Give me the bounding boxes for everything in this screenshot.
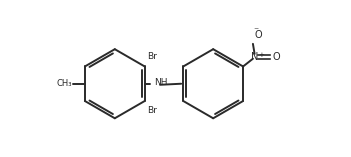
Text: Br: Br	[147, 52, 157, 61]
Text: O: O	[254, 30, 262, 40]
Text: CH₃: CH₃	[57, 79, 72, 88]
Text: N: N	[251, 52, 258, 62]
Text: Br: Br	[147, 106, 157, 115]
Text: +: +	[258, 52, 264, 58]
Text: NH: NH	[154, 78, 168, 87]
Text: O: O	[273, 52, 280, 62]
Text: ⁻: ⁻	[253, 26, 259, 36]
